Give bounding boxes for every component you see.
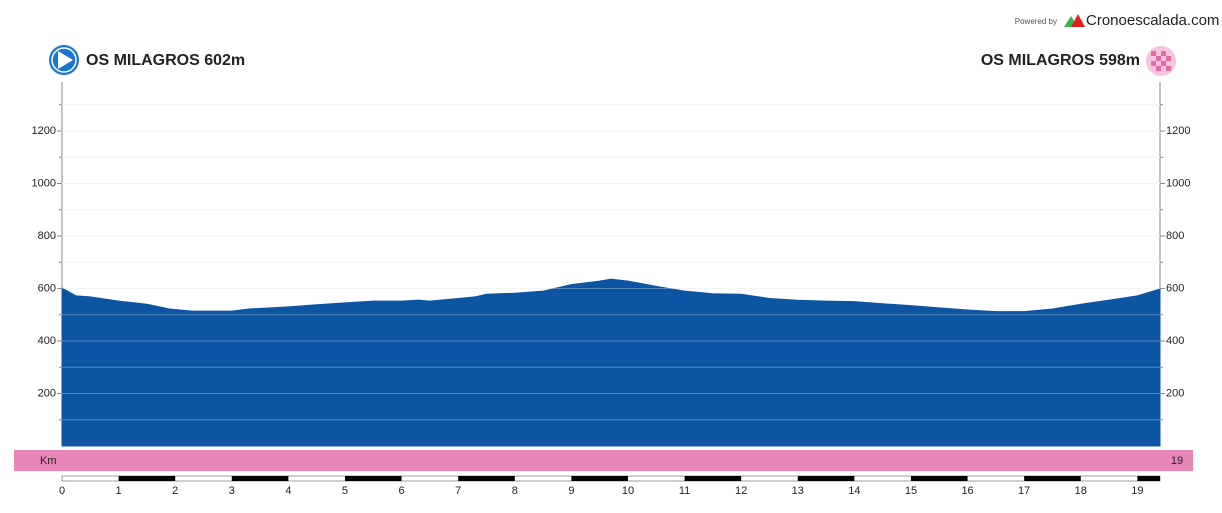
km-label: Km [40,455,57,467]
km-scale-segment [797,476,855,481]
km-scale-segment [231,476,289,481]
km-scale-segment [1137,476,1160,481]
x-tick-label: 4 [285,485,291,497]
y-tick-label: 1200 [32,125,56,137]
finish-icon [1146,46,1176,76]
elevation-area [61,278,1161,447]
km-scale-segment [910,476,968,481]
start-title: OS MILAGROS 602m [86,52,245,69]
km-scale-segment [458,476,515,481]
km-scale-segment [684,476,742,481]
x-tick-label: 7 [455,485,461,497]
x-tick-label: 9 [568,485,574,497]
x-tick-label: 10 [622,485,634,497]
x-tick-label: 15 [905,485,917,497]
x-tick-label: 16 [961,485,973,497]
y-tick-label: 600 [38,282,56,294]
y-tick-label-right: 1200 [1166,125,1190,137]
y-tick-label-right: 1000 [1166,177,1190,189]
x-tick-label: 11 [679,485,690,497]
km-scale-segment [571,476,628,481]
y-tick-label-right: 400 [1166,335,1184,347]
km-scale-segment [344,476,402,481]
end-title: OS MILAGROS 598m [981,52,1140,69]
x-tick-label: 12 [735,485,747,497]
start-icon [49,45,79,75]
x-tick-label: 8 [512,485,518,497]
x-tick-label: 19 [1131,485,1143,497]
total-km: 19 [1171,455,1183,467]
x-tick-label: 3 [229,485,235,497]
y-tick-label: 200 [38,387,56,399]
km-band [14,450,1193,471]
x-tick-label: 18 [1075,485,1087,497]
x-tick-label: 2 [172,485,178,497]
brand: Cronoescalada.com [1086,12,1219,29]
km-scale-segment [118,476,176,481]
y-tick-label: 800 [38,230,56,242]
brand-logo [1064,14,1085,27]
x-tick-label: 0 [59,485,65,497]
y-tick-label-right: 600 [1166,282,1184,294]
x-tick-label: 14 [848,485,860,497]
powered-by: Powered by [1015,17,1057,26]
x-tick-label: 6 [399,485,405,497]
y-tick-label-right: 800 [1166,230,1184,242]
x-tick-label: 13 [792,485,804,497]
km-scale-segment [1024,476,1081,481]
y-tick-label: 400 [38,335,56,347]
x-tick-label: 1 [116,485,122,497]
y-tick-label: 1000 [32,177,56,189]
x-tick-label: 17 [1018,485,1030,497]
x-tick-label: 5 [342,485,348,497]
y-tick-label-right: 200 [1166,387,1184,399]
